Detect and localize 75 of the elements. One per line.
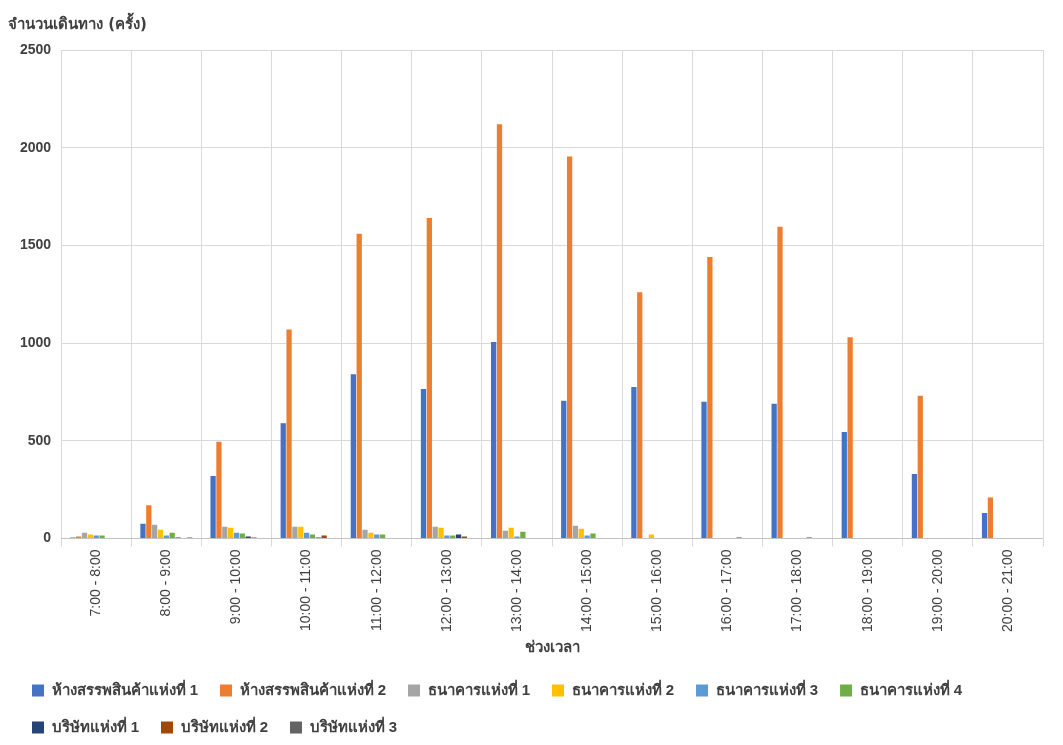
x-tick-label: 19:00 - 20:00 xyxy=(928,549,945,633)
bar xyxy=(987,497,994,538)
legend-label: ธนาคารแห่งที่ 1 xyxy=(427,678,531,698)
legend-label: บริษัทแห่งที่ 3 xyxy=(309,715,398,735)
bar xyxy=(228,527,234,538)
x-tick-label: 11:00 - 12:00 xyxy=(367,549,384,631)
y-tick-label: 1500 xyxy=(19,236,52,253)
bar xyxy=(561,400,567,538)
bar xyxy=(590,533,596,538)
legend-label: บริษัทแห่งที่ 1 xyxy=(51,715,140,735)
bar xyxy=(210,475,216,538)
bar xyxy=(152,524,158,538)
bar xyxy=(420,389,427,538)
x-axis-title: ช่วงเวลา xyxy=(524,638,580,656)
bar xyxy=(917,395,923,538)
y-tick-label: 500 xyxy=(27,431,52,448)
bar xyxy=(368,532,374,538)
bar xyxy=(286,329,292,538)
bar xyxy=(444,535,450,538)
bar xyxy=(146,505,152,538)
bar xyxy=(222,526,228,538)
bar xyxy=(981,513,988,538)
y-tick-label: 2500 xyxy=(19,40,52,57)
x-tick-label: 16:00 - 17:00 xyxy=(718,549,735,633)
bar xyxy=(777,226,783,538)
bar xyxy=(578,528,584,538)
y-tick-label: 2000 xyxy=(19,138,52,155)
x-tick-label: 9:00 - 10:00 xyxy=(227,549,244,625)
bar xyxy=(298,526,304,538)
x-tick-label: 8:00 - 9:00 xyxy=(157,549,174,617)
bar xyxy=(508,527,514,538)
legend-label: ห้างสรรพสินค้าแห่งที่ 1 xyxy=(51,678,199,698)
bar xyxy=(140,523,146,538)
bar xyxy=(911,474,918,538)
y-axis-title: จำนวนเดินทาง (ครั้ง) xyxy=(8,12,147,35)
bar xyxy=(637,292,643,538)
bar xyxy=(350,374,356,538)
bar xyxy=(771,403,777,538)
y-tick-label: 0 xyxy=(43,529,52,546)
x-tick-label: 15:00 - 16:00 xyxy=(648,549,665,633)
bar xyxy=(438,527,444,538)
bar xyxy=(99,535,105,538)
bar xyxy=(631,387,637,538)
bar xyxy=(701,401,707,538)
bar xyxy=(566,156,573,538)
x-tick-label: 14:00 - 15:00 xyxy=(578,549,594,633)
x-tick-label: 7:00 - 8:00 xyxy=(87,549,104,617)
bar xyxy=(847,337,853,538)
x-tick-label: 17:00 - 18:00 xyxy=(788,549,805,633)
bar xyxy=(491,342,497,538)
bar xyxy=(432,526,438,538)
bar xyxy=(280,423,286,538)
x-tick-label: 10:00 - 11:00 xyxy=(297,549,314,631)
bar xyxy=(292,526,298,538)
bar xyxy=(216,441,222,538)
legend-label: บริษัทแห่งที่ 2 xyxy=(180,715,269,735)
x-tick-label: 20:00 - 21:00 xyxy=(998,549,1015,633)
bar xyxy=(841,432,847,538)
bar xyxy=(496,124,503,538)
bar xyxy=(520,531,526,538)
bar xyxy=(356,233,362,538)
bar xyxy=(502,530,508,538)
x-tick-label: 12:00 - 13:00 xyxy=(437,549,454,633)
bar xyxy=(157,529,164,538)
legend-label: ธนาคารแห่งที่ 4 xyxy=(859,678,963,698)
bar xyxy=(572,525,579,538)
legend-label: ธนาคารแห่งที่ 2 xyxy=(571,678,675,698)
legend-label: ห้างสรรพสินค้าแห่งที่ 2 xyxy=(239,678,387,698)
y-tick-label: 1000 xyxy=(19,333,52,350)
bar xyxy=(362,529,368,538)
bar xyxy=(426,218,432,538)
x-tick-label: 18:00 - 19:00 xyxy=(858,549,875,633)
bar xyxy=(707,257,713,538)
legend-label: ธนาคารแห่งที่ 3 xyxy=(715,678,819,698)
x-tick-label: 13:00 - 14:00 xyxy=(507,549,524,633)
